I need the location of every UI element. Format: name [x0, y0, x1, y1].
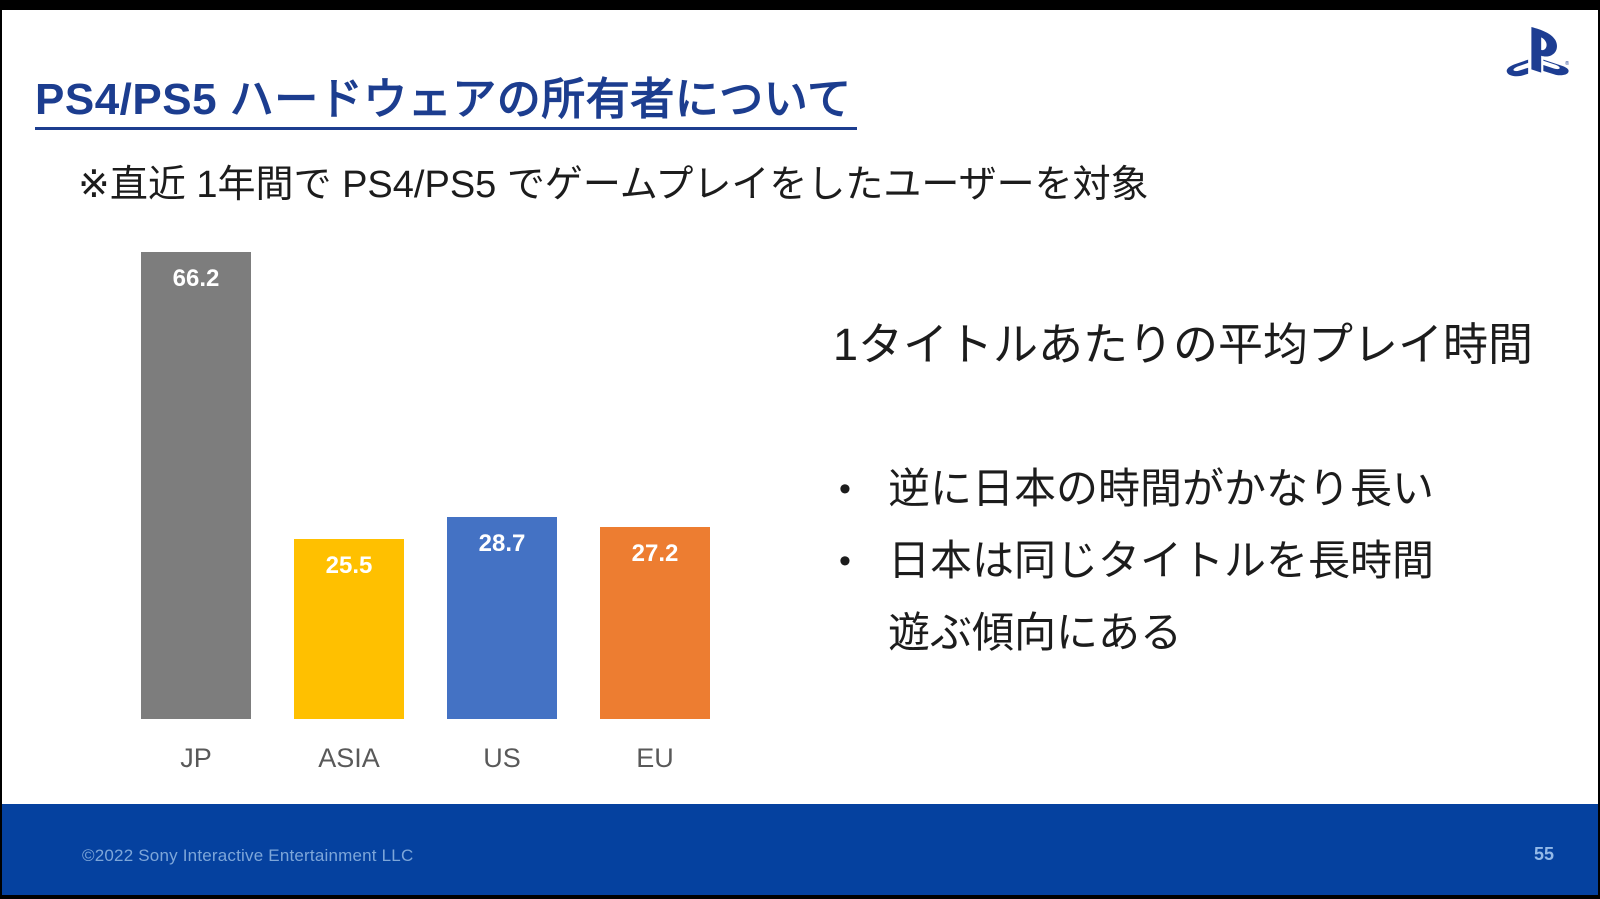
slide-subtitle: ※直近 1年間で PS4/PS5 でゲームプレイをしたユーザーを対象	[78, 164, 1149, 206]
bullet-item: 逆に日本の時間がかなり長い	[833, 453, 1573, 525]
bar-column-asia: 25.5 ASIA	[294, 252, 404, 773]
commentary-block: 1タイトルあたりの平均プレイ時間 逆に日本の時間がかなり長い 日本は同じタイトル…	[833, 318, 1573, 669]
bar-eu: 27.2	[600, 527, 710, 719]
bar-jp: 66.2	[141, 252, 251, 719]
bar-category-label: JP	[180, 743, 212, 773]
bar-value-label: 28.7	[478, 530, 526, 557]
bar-asia: 25.5	[294, 539, 404, 719]
registered-trademark-glyph: ®	[1565, 60, 1569, 67]
bar-category-label: EU	[636, 743, 674, 773]
bar-value-label: 25.5	[325, 552, 373, 579]
slide-footer: ©2022 Sony Interactive Entertainment LLC…	[2, 804, 1598, 895]
bar-us: 28.7	[447, 517, 557, 719]
bar-column-us: 28.7 US	[447, 252, 557, 773]
playstation-logo-icon: ®	[1506, 27, 1569, 77]
bar-category-label: ASIA	[318, 743, 380, 773]
bar-category-label: US	[483, 743, 521, 773]
slide: PS4/PS5 ハードウェアの所有者について ® ※直近 1年間で PS4/PS…	[2, 10, 1598, 895]
commentary-bullets: 逆に日本の時間がかなり長い 日本は同じタイトルを長時間 遊ぶ傾向にある	[833, 453, 1573, 669]
slide-title: PS4/PS5 ハードウェアの所有者について	[35, 75, 858, 131]
bar-column-eu: 27.2 EU	[600, 252, 710, 773]
bar-column-jp: 66.2 JP	[141, 252, 251, 773]
bar-value-label: 66.2	[172, 265, 220, 292]
bar-value-label: 27.2	[631, 540, 679, 567]
page-number: 55	[1533, 844, 1554, 864]
bullet-item: 日本は同じタイトルを長時間 遊ぶ傾向にある	[833, 525, 1573, 669]
commentary-heading: 1タイトルあたりの平均プレイ時間	[833, 319, 1534, 370]
copyright-text: ©2022 Sony Interactive Entertainment LLC	[82, 846, 414, 865]
playtime-bar-chart: 66.2 JP 25.5 ASIA 28.7 US 27.2 EU	[141, 252, 710, 773]
